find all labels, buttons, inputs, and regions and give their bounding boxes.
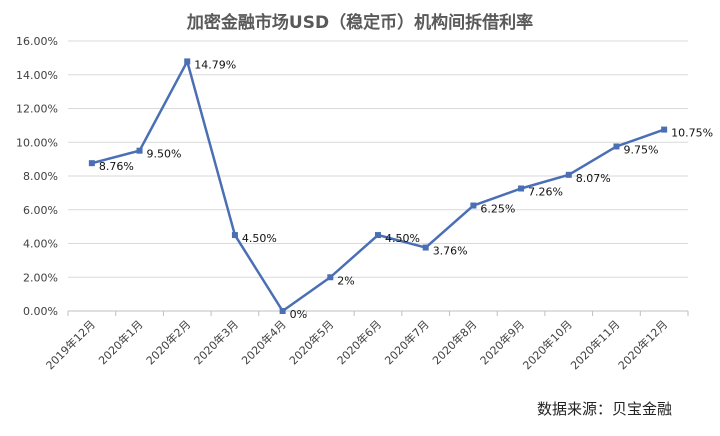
- data-label: 10.75%: [671, 127, 713, 140]
- data-point: [661, 126, 668, 133]
- data-label: 9.75%: [623, 143, 658, 156]
- data-label: 6.25%: [480, 203, 515, 216]
- x-tick-label: 2020年2月: [143, 317, 193, 367]
- data-label: 2%: [337, 274, 354, 287]
- data-label: 0%: [290, 308, 307, 321]
- data-label: 8.07%: [576, 172, 611, 185]
- data-label: 3.76%: [433, 245, 468, 258]
- y-tick-label: 14.00%: [16, 69, 58, 82]
- y-tick-label: 6.00%: [23, 204, 58, 217]
- y-tick-label: 4.00%: [23, 238, 58, 251]
- series-line: [91, 60, 665, 313]
- x-tick-label: 2020年10月: [520, 317, 575, 372]
- data-source-note: 数据来源：贝宝金融: [536, 400, 672, 418]
- data-point: [375, 232, 381, 239]
- data-label: 7.26%: [528, 185, 563, 198]
- data-point: [518, 185, 525, 192]
- data-label: 4.50%: [385, 232, 420, 245]
- y-tick-label: 12.00%: [16, 103, 58, 116]
- data-point: [613, 143, 620, 150]
- x-tick-label: 2020年4月: [239, 317, 289, 367]
- data-point: [136, 147, 143, 154]
- data-point: [88, 160, 95, 167]
- data-point: [184, 58, 191, 65]
- data-point: [422, 244, 429, 251]
- y-tick-label: 8.00%: [23, 170, 58, 183]
- data-point: [279, 308, 286, 314]
- data-point: [327, 274, 334, 281]
- x-tick-label: 2019年12月: [43, 317, 98, 372]
- y-tick-label: 10.00%: [16, 136, 58, 149]
- x-tick-label: 2020年7月: [382, 317, 432, 367]
- x-tick-label: 2020年1月: [95, 317, 145, 367]
- x-tick-label: 2020年12月: [615, 317, 670, 372]
- data-point: [470, 202, 477, 209]
- x-tick-label: 2020年8月: [429, 317, 479, 367]
- x-tick-label: 2020年9月: [477, 317, 527, 367]
- x-tick-label: 2020年6月: [334, 317, 384, 367]
- x-tick-label: 2020年11月: [567, 317, 622, 372]
- data-label: 14.79%: [194, 58, 236, 71]
- y-tick-label: 0.00%: [23, 305, 58, 318]
- data-point: [565, 171, 572, 178]
- data-point: [231, 232, 238, 239]
- x-tick-label: 2020年3月: [191, 317, 241, 367]
- y-tick-label: 16.00%: [16, 35, 58, 48]
- chart-title: 加密金融市场USD（稳定币）机构间拆借利率: [186, 13, 534, 33]
- data-label: 8.76%: [99, 160, 134, 173]
- y-tick-label: 2.00%: [23, 271, 58, 284]
- data-label: 9.50%: [147, 148, 182, 161]
- data-label: 4.50%: [242, 232, 277, 245]
- x-tick-label: 2020年5月: [286, 317, 336, 367]
